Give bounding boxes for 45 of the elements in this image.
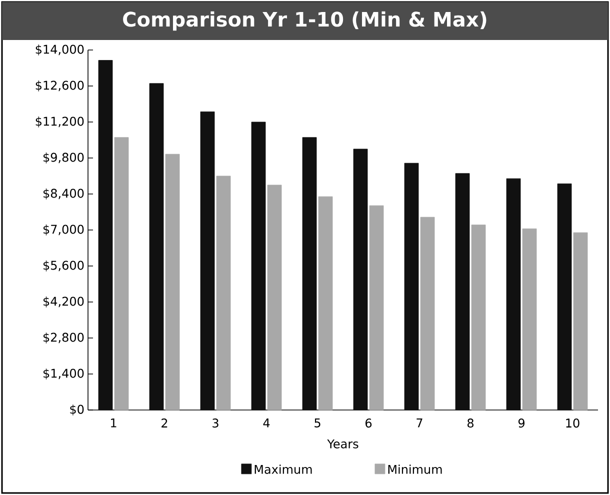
bar [557,184,572,410]
bar [318,196,333,410]
y-tick-label: $5,600 [43,260,84,272]
x-tick-label: 3 [212,418,218,428]
bar [522,228,537,410]
y-tick-label: $1,400 [43,368,84,380]
x-tick-label: 4 [263,418,270,428]
legend-label: Maximum [254,464,312,474]
bar [114,137,129,410]
x-tick-label: 2 [162,418,168,428]
y-tick-label: $11,200 [36,116,84,128]
bar [251,122,266,410]
bar [471,224,486,410]
y-tick-label: $2,800 [43,332,84,344]
bar [165,154,180,410]
y-tick-label: $8,400 [43,188,84,200]
legend-label: Minimum [388,464,442,474]
y-tick-label: $14,000 [36,44,84,56]
bar [420,216,435,410]
x-axis-title: Years [327,439,358,448]
bar [216,176,231,410]
bar [353,148,368,410]
x-tick-label: 6 [366,418,372,428]
bar [98,60,113,410]
y-tick-label: $9,800 [43,152,84,164]
bar [404,162,419,410]
y-tick-label: $7,000 [43,224,84,236]
bar [369,205,384,410]
chart-title: Comparison Yr 1-10 (Min & Max) [123,11,486,31]
x-tick-label: 9 [518,418,524,428]
y-tick-label: $12,600 [36,80,84,92]
x-tick-label: 1 [111,418,116,428]
y-tick-label: $0 [70,404,84,416]
x-tick-label: 7 [416,418,422,428]
x-tick-label: 5 [314,418,320,428]
bar [302,137,317,410]
bar [506,178,521,410]
bar [455,173,470,410]
x-tick-label: 8 [468,418,474,428]
bar [200,112,215,410]
x-tick-label: 10 [566,418,580,428]
bar [573,232,588,410]
bar [149,83,164,410]
bar [267,184,282,410]
y-tick-label: $4,200 [43,296,84,308]
